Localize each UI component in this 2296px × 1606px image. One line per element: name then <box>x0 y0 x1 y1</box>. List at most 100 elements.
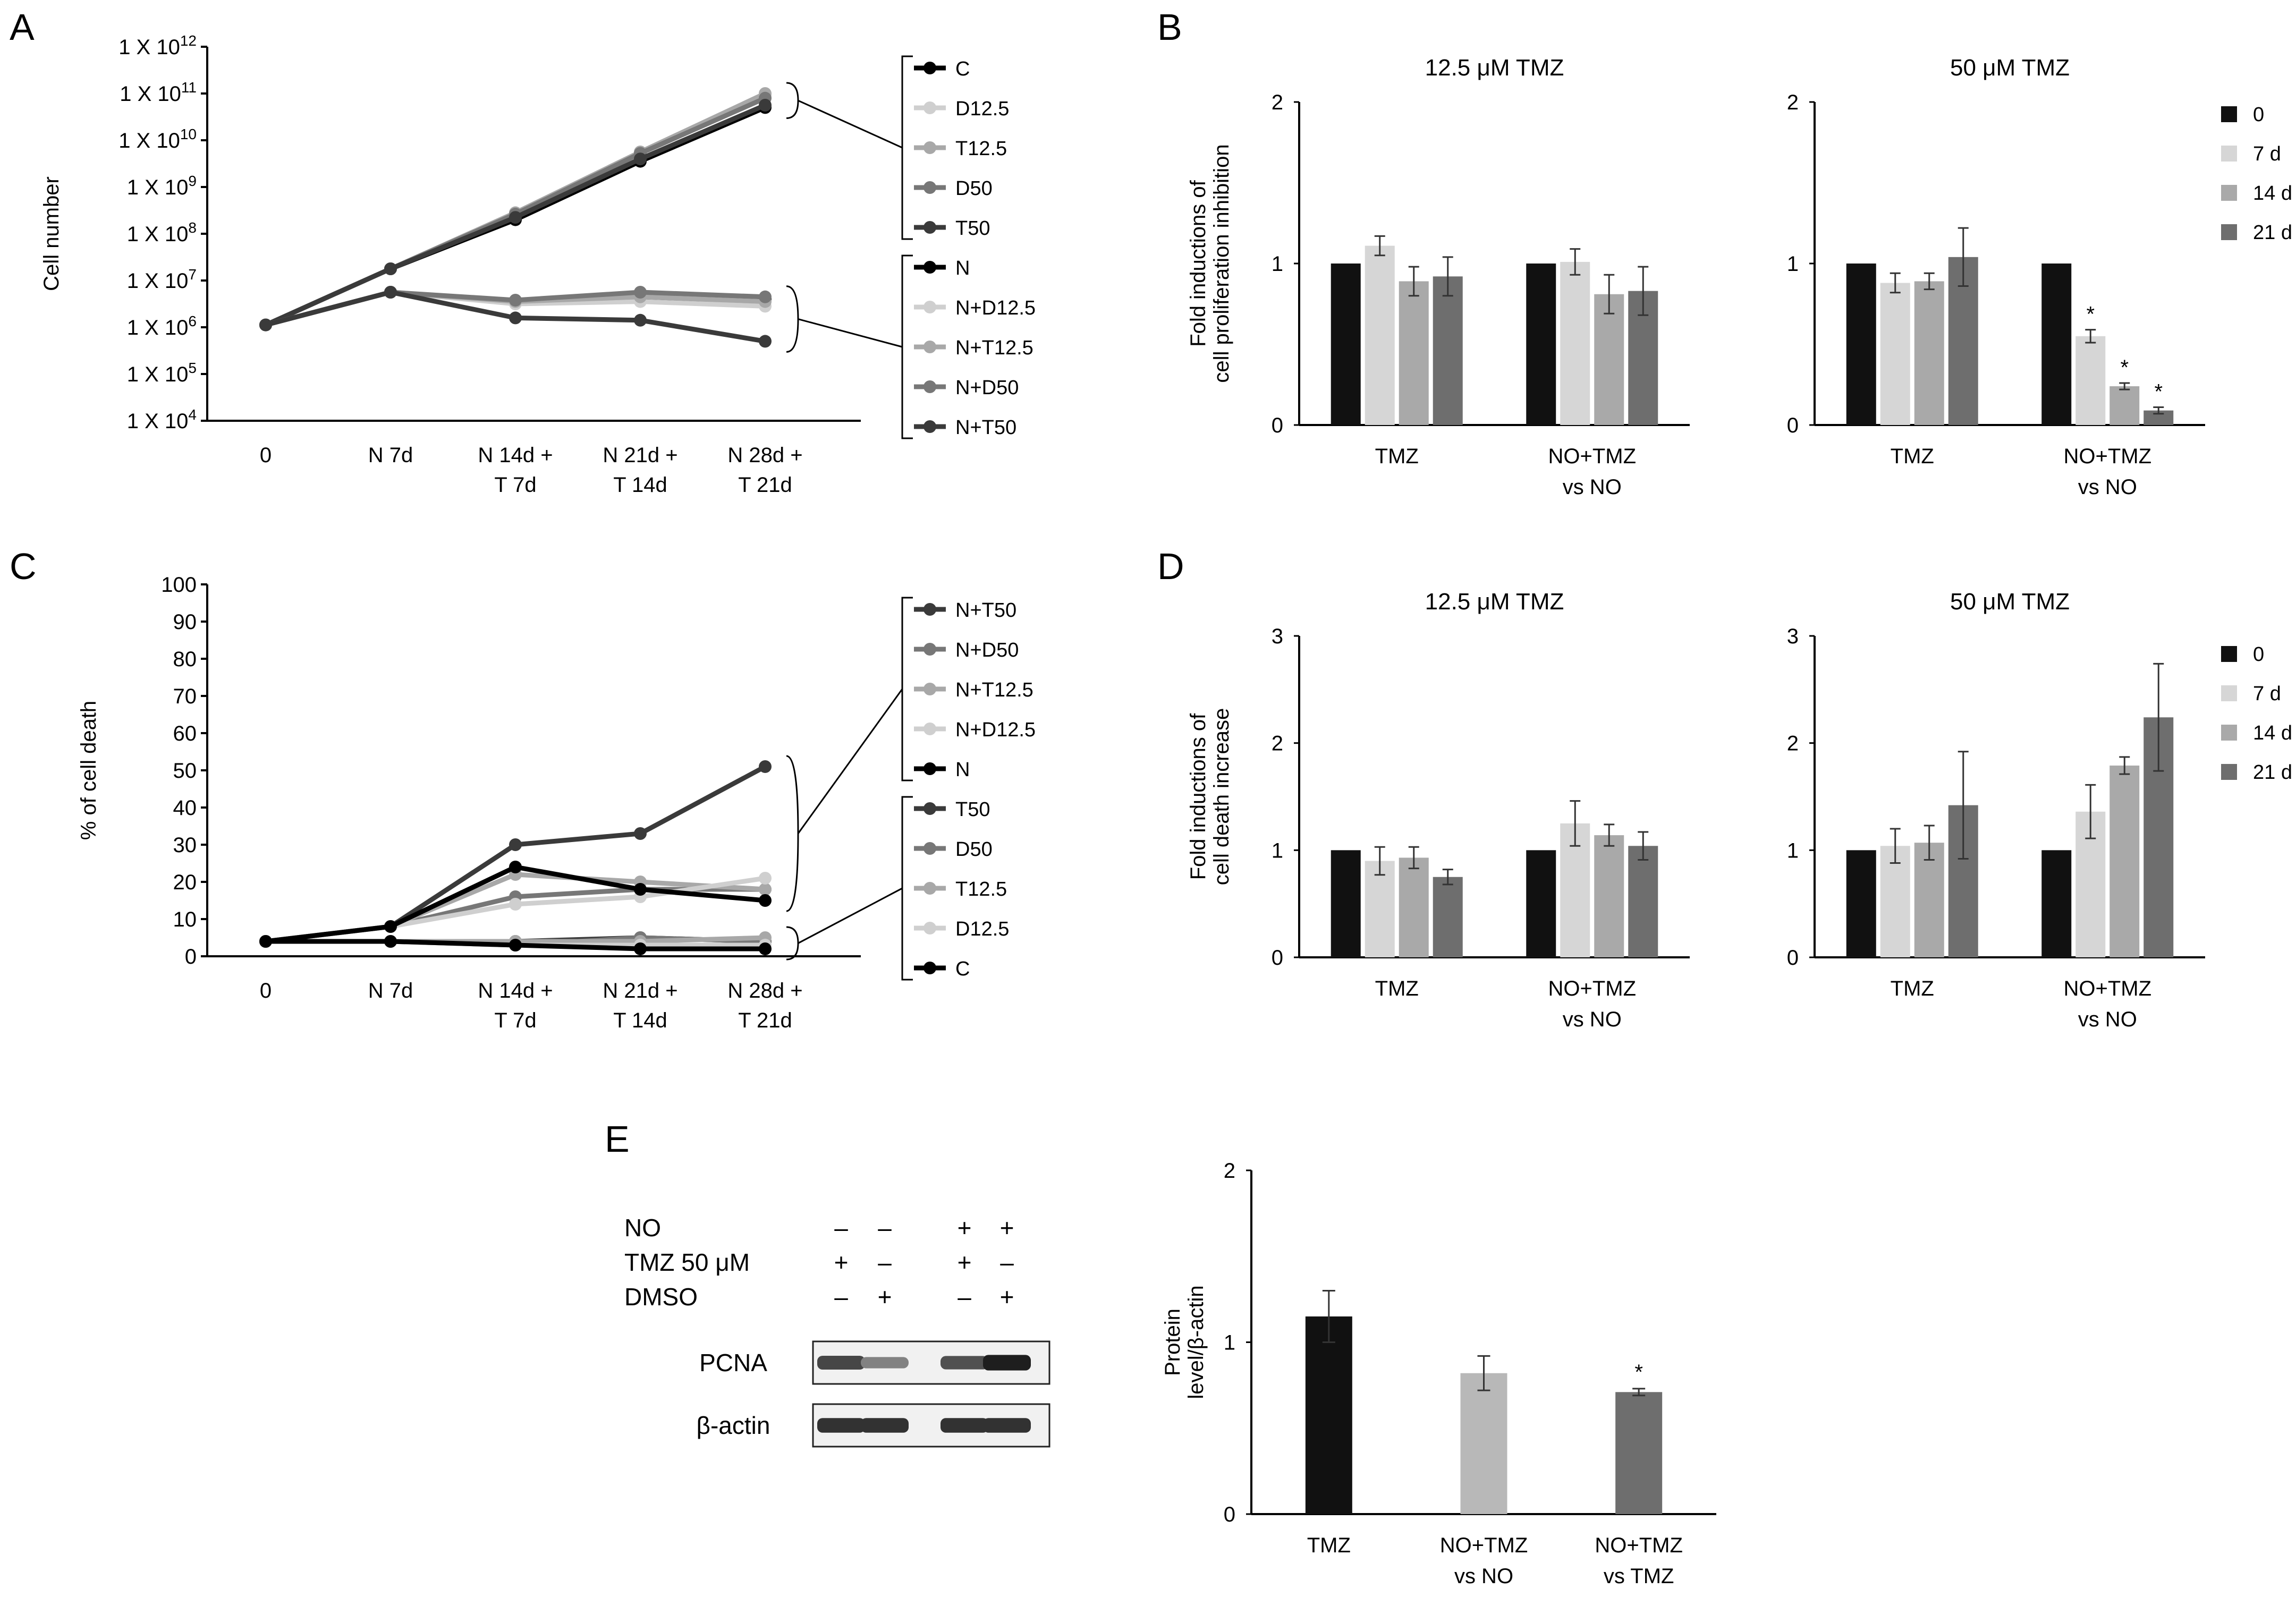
blot-sign: – <box>878 1248 892 1276</box>
bar-21-d <box>1433 276 1463 425</box>
x-tick-label-A-line: 0 <box>260 444 272 467</box>
x-tick-label-B-right-line: NO+TMZ <box>2063 445 2151 468</box>
x-tick-label-B-right: TMZ <box>1891 445 1934 468</box>
error-bar-7-d <box>1890 272 1901 294</box>
legend-label-n-t50: N+T50 <box>955 417 1016 439</box>
legend-label-n-d50: N+D50 <box>955 377 1019 399</box>
y-tick-label-base: 1 X 10 <box>127 176 189 199</box>
y-tick-label-exponent: 7 <box>188 266 197 283</box>
bar-0 <box>1526 850 1556 957</box>
legend-marker-c <box>924 62 936 74</box>
data-point-n-t50 <box>259 318 272 332</box>
y-tick-label-B-right: 2 <box>1787 91 1799 114</box>
y-tick-label-D-right: 1 <box>1787 839 1799 862</box>
y-tick-label-A: 1 X 107 <box>127 266 197 293</box>
y-tick-label-D-left: 0 <box>1272 946 1283 970</box>
error-bar-7-d <box>2085 784 2096 839</box>
y-tick-label-C: 30 <box>173 834 197 857</box>
data-point-n-t50 <box>759 760 772 773</box>
chart-title-B-right: 50 μM TMZ <box>1950 55 2070 81</box>
error-bar-7-d <box>1890 828 1901 864</box>
legend-label-t12-5: T12.5 <box>955 138 1007 160</box>
error-bar-14-d <box>1924 272 1935 291</box>
x-tick-label-C: N 28d + T 21d <box>727 979 802 1032</box>
x-tick-label-D-left-line: NO+TMZ <box>1548 977 1636 1000</box>
bar-14-d <box>1399 281 1429 425</box>
x-tick-label-D-right-line: TMZ <box>1891 977 1934 1000</box>
bar-21-d <box>1433 877 1463 957</box>
x-tick-label-B-right-line: TMZ <box>1891 445 1934 468</box>
legend-label-c: C <box>955 958 970 980</box>
legend-marker-d12-5 <box>924 922 936 934</box>
legend-marker-n-t50 <box>924 420 936 433</box>
legend-label-21-d: 21 d <box>2253 222 2292 244</box>
data-point-n-t12-5 <box>759 883 772 896</box>
x-tick-label-C-line: T 21d <box>738 1009 792 1032</box>
legend-swatch-0 <box>2221 646 2237 662</box>
panel-b: 0 1 2 12.5 μM TMZ Fold inductions ofcell pro… <box>1187 55 2292 499</box>
data-point-n-t50 <box>634 313 647 327</box>
error-bar-14-d <box>1604 274 1615 315</box>
y-tick-label-C: 100 <box>161 573 197 597</box>
significance-mark: * <box>2154 380 2163 404</box>
blot-sign: – <box>1000 1248 1014 1276</box>
legend-label-0: 0 <box>2253 643 2264 666</box>
legend-marker-d12-5 <box>924 101 936 114</box>
legend-label-c: C <box>955 58 970 80</box>
x-tick-label-E-bar-line: NO+TMZ <box>1440 1534 1528 1557</box>
x-tick-label-A: N 7d <box>368 444 413 467</box>
bar-no-tmz-vs-no <box>1460 1373 1507 1514</box>
x-tick-label-C-line: N 7d <box>368 979 413 1002</box>
legend-swatch-21-d <box>2221 224 2237 240</box>
blot-sign: + <box>834 1248 849 1276</box>
blot-sign: + <box>1000 1214 1014 1242</box>
legend-marker-c <box>924 962 936 974</box>
x-tick-label-D-right-line: vs NO <box>2078 1008 2137 1031</box>
x-tick-label-C: N 7d <box>368 979 413 1002</box>
y-axis-label-C: % of cell death <box>77 701 100 840</box>
data-point-c <box>509 939 522 951</box>
x-tick-label-C-line: T 7d <box>494 1009 536 1032</box>
y-tick-label-E-bar: 0 <box>1224 1503 1235 1526</box>
legend-label-d50: D50 <box>955 177 993 200</box>
bar-0 <box>1846 850 1876 957</box>
y-tick-label-C: 0 <box>185 945 197 968</box>
y-axis-label-line: level/β-actin <box>1184 1285 1208 1399</box>
y-tick-label-B-left: 1 <box>1272 252 1283 276</box>
x-tick-label-D-left: NO+TMZ vs NO <box>1548 977 1636 1031</box>
bar-7-d <box>1560 261 1590 425</box>
data-point-c <box>384 935 397 948</box>
x-tick-label-C-line: N 14d + <box>478 979 553 1002</box>
y-tick-label-exponent: 6 <box>188 313 197 329</box>
y-axis-label-line: cell death increase <box>1210 708 1233 886</box>
legend-swatch-14-d <box>2221 725 2237 741</box>
error-bar-no-tmz-vs-no <box>1477 1355 1490 1391</box>
error-bar-21-d <box>1638 831 1649 861</box>
blot-band <box>983 1355 1031 1371</box>
blot-band <box>817 1356 865 1370</box>
series-line-n-t50 <box>265 764 767 944</box>
blot-band <box>861 1357 909 1369</box>
y-tick-label-A: 1 X 108 <box>127 219 197 246</box>
legend-bracket <box>901 796 913 981</box>
x-tick-label-A-line: N 21d + <box>603 444 677 467</box>
legend-label-n-d50: N+D50 <box>955 639 1019 661</box>
error-bar-14-d <box>1408 846 1419 870</box>
blot-band <box>817 1418 865 1433</box>
legend-label-7-d: 7 d <box>2253 683 2281 705</box>
y-tick-label-B-left: 0 <box>1272 414 1283 437</box>
x-tick-label-C-line: N 28d + <box>727 979 802 1002</box>
legend-marker-t12-5 <box>924 141 936 154</box>
data-point-n-t50 <box>509 838 522 851</box>
bar-7-d <box>1365 245 1395 425</box>
x-tick-label-B-left: TMZ <box>1375 445 1419 468</box>
error-bar-7-d <box>1570 248 1581 276</box>
y-tick-label-exponent: 4 <box>188 406 197 423</box>
data-point-t50 <box>384 262 397 275</box>
legend-label-14-d: 14 d <box>2253 182 2292 205</box>
y-axis-label-line: Protein <box>1161 1308 1184 1376</box>
y-tick-label-base: 1 X 10 <box>127 269 189 293</box>
